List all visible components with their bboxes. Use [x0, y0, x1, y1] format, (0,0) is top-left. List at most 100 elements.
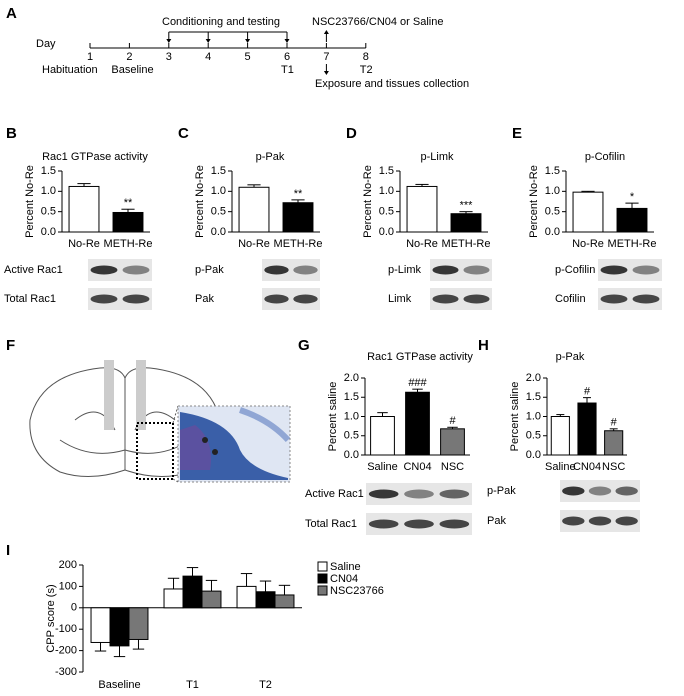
panel-label: H [478, 337, 489, 354]
y-tick-label: 1.5 [545, 165, 560, 177]
panel-label: E [512, 125, 522, 142]
chart-title: Rac1 GTPase activity [367, 351, 473, 363]
day-label: 2 [126, 51, 132, 63]
blot-label: p-Pak [195, 264, 224, 276]
legend-swatch [317, 561, 328, 572]
panel-label: A [6, 5, 17, 22]
treatment-label: NSC23766/CN04 or Saline [312, 16, 443, 28]
significance: ** [294, 188, 303, 200]
blot-background [88, 288, 152, 310]
day-label: 3 [166, 51, 172, 63]
x-tick-label: No-Re [406, 238, 438, 250]
blot-label: p-Pak [487, 485, 516, 497]
exposure-label: Exposure and tissues collection [315, 78, 469, 90]
bar [109, 607, 130, 647]
blot-label: Limk [388, 293, 412, 305]
y-tick-label: 0.0 [344, 449, 359, 461]
y-axis-label: Percent saline [509, 382, 521, 452]
panel-label: C [178, 125, 189, 142]
y-tick-label: 0.5 [344, 430, 359, 442]
histology-image [177, 405, 291, 483]
bar [112, 211, 144, 233]
x-tick-label: CN04 [573, 461, 601, 473]
bar [255, 591, 276, 609]
blot-band [264, 294, 289, 304]
significance: * [630, 191, 635, 203]
day-label: 8 [363, 51, 369, 63]
y-tick-label: 0.5 [379, 206, 394, 218]
bar [238, 186, 270, 233]
bar [182, 575, 203, 609]
x-tick-label: No-Re [238, 238, 270, 250]
blot-band [463, 294, 490, 304]
legend-label: Saline [330, 561, 361, 573]
y-tick-label: 1.0 [545, 185, 560, 197]
bar [163, 588, 184, 609]
arrow-head [323, 71, 329, 75]
blot-band [588, 516, 612, 526]
bar [406, 185, 438, 233]
blot-label: p-Cofilin [555, 264, 595, 276]
y-tick-label: 0.0 [379, 226, 394, 238]
significance: # [611, 417, 618, 429]
bar [440, 428, 465, 456]
blot-band [562, 516, 585, 526]
blot-band [632, 265, 660, 275]
blot-band [463, 265, 490, 275]
blot-label: Total Rac1 [305, 518, 357, 530]
y-tick-label: 2.0 [526, 372, 541, 384]
x-tick-label: No-Re [68, 238, 100, 250]
arrow-head [166, 39, 172, 43]
legend-label: CN04 [330, 573, 358, 585]
x-tick-label: T2 [259, 679, 272, 691]
day-label: 6 [284, 51, 290, 63]
blot-band [600, 265, 628, 275]
significance: ** [124, 197, 133, 209]
blot-band [404, 489, 434, 499]
blot-background [88, 259, 152, 281]
blot-label: Active Rac1 [4, 264, 63, 276]
x-tick-label: Saline [545, 461, 576, 473]
blot-label: Pak [195, 293, 214, 305]
bar [274, 594, 295, 609]
x-tick-label: Saline [367, 461, 398, 473]
day-note: Habituation [42, 64, 98, 76]
blot-background [430, 259, 492, 281]
y-tick-label: 0.0 [526, 449, 541, 461]
blot-band [293, 294, 318, 304]
y-axis-label: Percent No-Re [24, 165, 36, 238]
y-tick-label: 1.5 [379, 165, 394, 177]
blot-band [122, 265, 150, 275]
x-tick-label: Baseline [98, 679, 140, 691]
bar [68, 185, 100, 233]
x-tick-label: CN04 [403, 461, 431, 473]
arrow-head [323, 30, 329, 34]
blot-band [122, 294, 150, 304]
y-tick-label: 1.5 [344, 391, 359, 403]
blot-band [90, 265, 118, 275]
bar [450, 213, 482, 233]
y-tick-label: 1.5 [41, 165, 56, 177]
y-tick-label: -300 [55, 666, 77, 678]
x-tick-label: METH-Re [104, 238, 153, 250]
x-tick-label: No-Re [572, 238, 604, 250]
conditioning-label: Conditioning and testing [162, 16, 280, 28]
y-axis-label: Percent saline [327, 382, 339, 452]
y-axis-label: CPP score (s) [45, 584, 57, 652]
x-tick-label: T1 [186, 679, 199, 691]
y-axis-label: Percent No-Re [528, 165, 540, 238]
bar [572, 191, 604, 233]
y-tick-label: 0.5 [526, 430, 541, 442]
day-label: 4 [205, 51, 211, 63]
legend-swatch [317, 585, 328, 596]
y-tick-label: 0 [71, 602, 77, 614]
chart-title: p-Cofilin [585, 151, 625, 163]
x-tick-label: NSC [602, 461, 625, 473]
blot-band [562, 486, 585, 496]
legend-label: NSC23766 [330, 585, 384, 597]
blot-background [598, 288, 662, 310]
bar [282, 202, 314, 233]
chart-title: Rac1 GTPase activity [42, 151, 148, 163]
panel-label: B [6, 125, 17, 142]
y-tick-label: -200 [55, 645, 77, 657]
